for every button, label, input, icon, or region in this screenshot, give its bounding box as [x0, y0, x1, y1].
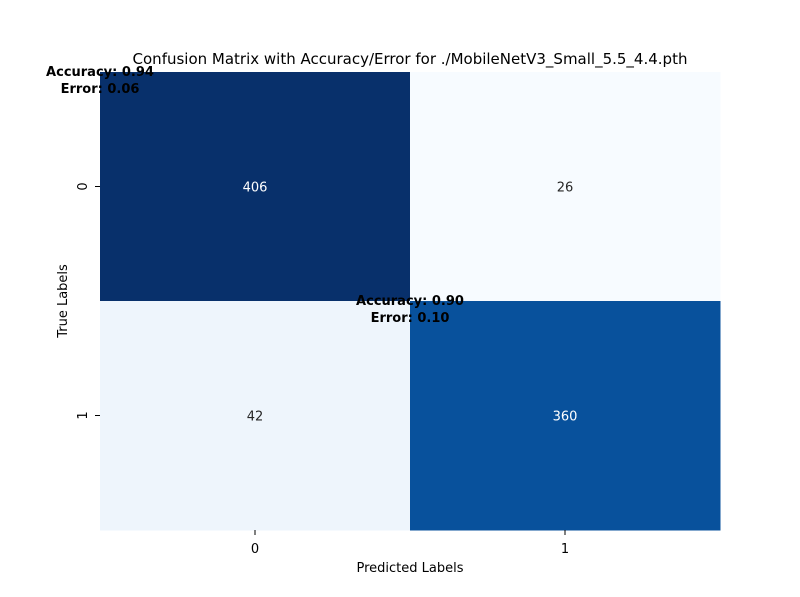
accuracy-error-annotations: Accuracy: 0.94 Error: 0.06 Accuracy: 0.90 E… — [46, 65, 464, 326]
y-axis-ticks: 01 — [76, 182, 100, 420]
cell-value-label-1-1: 360 — [553, 410, 578, 425]
y-tick-label-1: 1 — [76, 411, 91, 419]
heatmap-cell-1-0 — [100, 301, 411, 531]
heatmap-cell-0-1 — [410, 72, 721, 302]
heatmap-cells — [100, 72, 721, 531]
y-axis-label: True Labels — [56, 264, 71, 339]
x-tick-label-0: 0 — [251, 542, 259, 557]
error-annotation-0: Error: 0.06 — [61, 82, 140, 97]
heatmap-cell-1-1 — [410, 301, 721, 531]
y-tick-label-0: 0 — [76, 182, 91, 190]
heatmap-cell-0-0 — [100, 72, 411, 302]
accuracy-annotation-1: Accuracy: 0.90 — [356, 294, 464, 309]
chart-title: Confusion Matrix with Accuracy/Error for… — [133, 50, 688, 69]
error-annotation-1: Error: 0.10 — [371, 311, 450, 326]
cell-value-label-0-1: 26 — [557, 181, 574, 196]
cell-value-label-1-0: 42 — [247, 410, 264, 425]
heatmap-cell-labels: 406 26 42 360 — [243, 181, 578, 425]
x-axis-label: Predicted Labels — [356, 561, 463, 576]
cell-value-label-0-0: 406 — [243, 181, 268, 196]
accuracy-annotation-0: Accuracy: 0.94 — [46, 65, 154, 80]
x-tick-label-1: 1 — [561, 542, 569, 557]
